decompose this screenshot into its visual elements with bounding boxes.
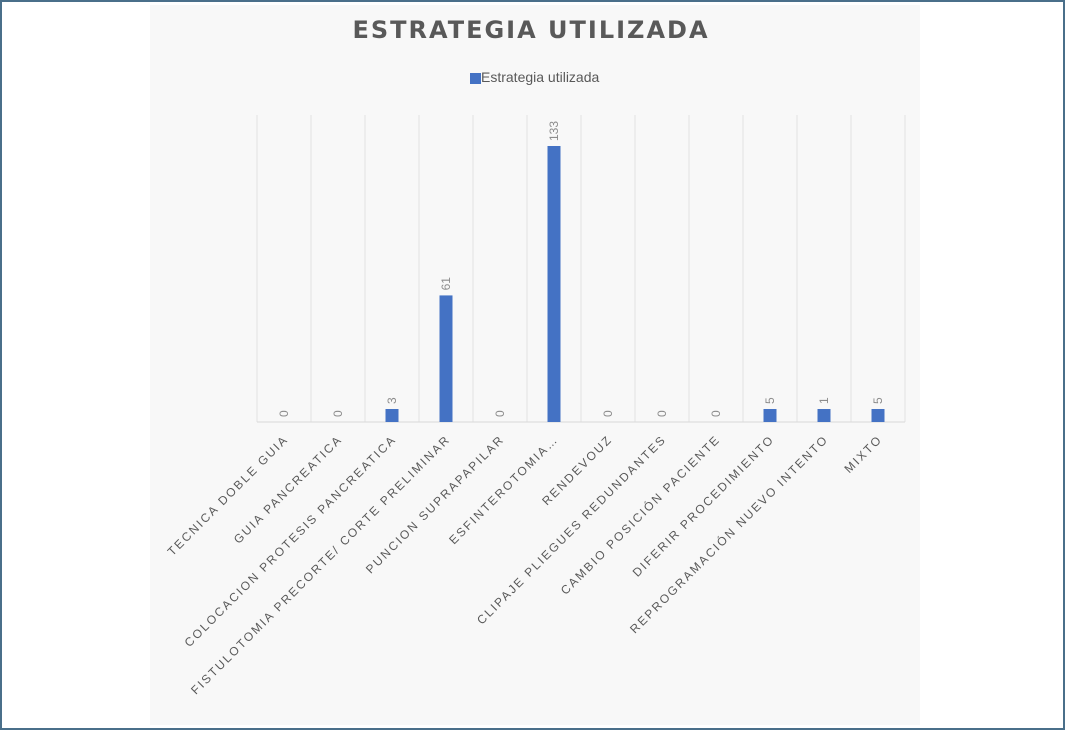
data-label: 0	[493, 410, 507, 417]
bar	[871, 409, 885, 422]
x-tick-label: CLIPAJE PLIEGUES REDUNDANTES	[474, 432, 669, 627]
data-labels: 0 0 3 61 0 133 0 0 0 5 1 5	[277, 121, 885, 417]
x-tick-label: GUIA PANCREATICA	[231, 432, 345, 546]
legend-swatch	[470, 73, 481, 84]
data-label: 0	[655, 410, 669, 417]
bar	[439, 295, 453, 422]
data-label: 0	[277, 410, 291, 417]
data-label: 0	[331, 410, 345, 417]
data-label: 133	[547, 121, 561, 141]
data-label: 0	[601, 410, 615, 417]
data-label: 3	[385, 397, 399, 404]
bar	[763, 409, 777, 422]
data-label: 61	[439, 277, 453, 291]
legend: Estrategia utilizada	[470, 69, 600, 85]
data-label: 5	[871, 397, 885, 404]
bars	[385, 146, 885, 422]
x-tick-label: MIXTO	[841, 432, 885, 476]
chart-title: ESTRATEGIA UTILIZADA	[352, 16, 709, 44]
chart-area-background	[150, 5, 920, 725]
legend-label: Estrategia utilizada	[481, 69, 600, 85]
data-label: 0	[709, 410, 723, 417]
bar	[385, 409, 399, 422]
bar	[817, 409, 831, 422]
bar	[547, 146, 561, 422]
x-tick-label: REPROGRAMACIÓN NUEVO INTENTO	[626, 432, 831, 637]
x-tick-label: COLOCACION PROTESIS PANCREATICA	[182, 432, 400, 650]
x-tick-label: ESFINTEROTOMIA…	[446, 432, 561, 547]
gridlines	[256, 115, 906, 422]
x-tick-label: FISTULOTOMIA PRECORTE/ CORTE PRELIMINAR	[188, 432, 453, 697]
data-label: 5	[763, 397, 777, 404]
data-label: 1	[817, 397, 831, 404]
